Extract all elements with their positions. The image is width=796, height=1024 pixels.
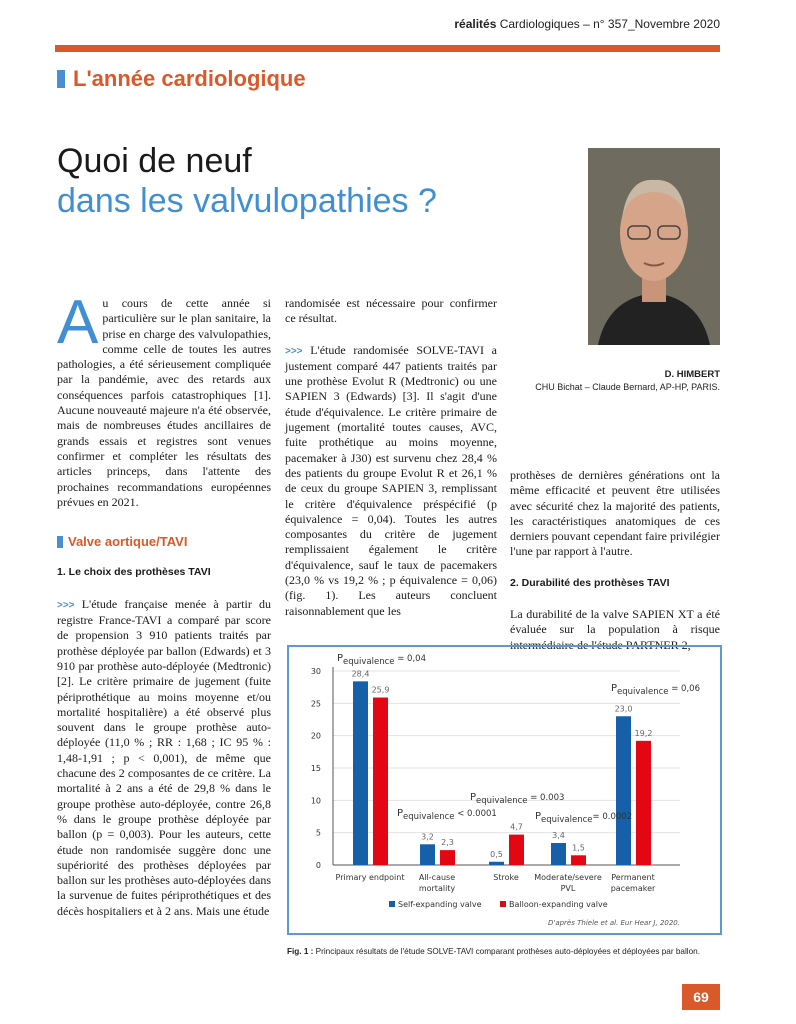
heading-1: 1. Le choix des prothèses TAVI (57, 566, 211, 579)
data-label: 3,2 (421, 832, 434, 841)
intro-text: u cours de cette année si particulière s… (57, 296, 271, 509)
page-number: 69 (682, 984, 720, 1010)
category-label: PVL (561, 884, 576, 893)
category-label: Permanent (611, 873, 655, 882)
bar (636, 740, 651, 865)
journal-issue: Cardiologiques – n° 357_Novembre 2020 (499, 17, 720, 31)
paragraph-1: >>> L'étude française menée à partir du … (57, 597, 271, 919)
y-tick-label: 5 (316, 829, 321, 838)
bar (373, 697, 388, 865)
page-title-line1: Quoi de neuf (57, 142, 252, 180)
subsection-label: Valve aortique/TAVI (68, 534, 188, 550)
figure-1-chart: 0 5 10 15 20 25 30 28,4 25,9 Primary endpoint 3,2 2… (287, 645, 722, 935)
category-label: mortality (419, 884, 456, 893)
caption-label: Fig. 1 : (287, 947, 314, 956)
caption-text: Principaux résultats de l'étude SOLVE-TA… (313, 947, 700, 956)
author-affiliation: CHU Bichat – Claude Bernard, AP-HP, PARI… (535, 382, 720, 392)
legend-label: Balloon-expanding valve (509, 900, 608, 909)
paragraph-1-continued: randomisée est nécessaire pour confirmer… (285, 296, 497, 326)
journal-brand: réalités (454, 17, 497, 31)
data-label: 19,2 (635, 729, 653, 738)
figure-caption: Fig. 1 : Principaux résultats de l'étude… (287, 947, 727, 956)
author-block: D. HIMBERT CHU Bichat – Claude Bernard, … (535, 368, 720, 394)
bar (551, 843, 566, 865)
arrows-icon: >>> (285, 345, 303, 357)
y-tick-label: 30 (311, 667, 321, 676)
section-label: L'année cardiologique (73, 66, 306, 91)
arrows-icon: >>> (57, 599, 75, 611)
paragraph-2-continued: prothèses de dernières générations ont l… (510, 468, 720, 559)
y-tick-label: 25 (311, 699, 321, 708)
chart-source: D'après Thiele et al. Eur Hear J, 2020. (548, 919, 680, 927)
drop-cap: A (57, 288, 99, 357)
y-tick-label: 0 (316, 861, 321, 870)
data-label: 23,0 (615, 704, 633, 713)
paragraph-2-text: L'étude randomisée SOLVE-TAVI a justemen… (285, 342, 498, 618)
bar (489, 861, 504, 865)
category-label: Stroke (493, 873, 519, 882)
subsection-heading: Valve aortique/TAVI (57, 534, 271, 549)
paragraph-2: >>> L'étude randomisée SOLVE-TAVI a just… (285, 343, 497, 619)
author-photo (588, 148, 720, 345)
p-equivalence-annotation: Pequivalence= 0.0002 (535, 811, 632, 825)
paragraph-3: La durabilité de la valve SAPIEN XT a ét… (510, 607, 720, 652)
data-label: 0,5 (490, 850, 503, 859)
header-rule (55, 45, 720, 52)
y-tick-label: 10 (311, 796, 321, 805)
data-label: 4,7 (510, 823, 523, 832)
legend-swatch-icon (500, 901, 506, 907)
category-label: All-cause (419, 873, 455, 882)
p-equivalence-annotation: Pequivalence < 0.0001 (397, 808, 497, 822)
heading-2: 2. Durabilité des prothèses TAVI (510, 576, 670, 589)
p-equivalence-annotation: Pequivalence = 0.003 (470, 792, 564, 806)
y-tick-label: 15 (311, 764, 321, 773)
category-label: Primary endpoint (336, 873, 405, 882)
category-label: pacemaker (611, 884, 656, 893)
bar (509, 834, 524, 865)
data-label: 2,3 (441, 838, 454, 847)
legend-swatch-icon (389, 901, 395, 907)
bar-chart: 0 5 10 15 20 25 30 28,425,9 Primary endpoint 3,2 2… (311, 653, 700, 927)
bar (353, 681, 368, 865)
running-header: réalités Cardiologiques – n° 357_Novembr… (454, 17, 720, 31)
body-column-2: randomisée est nécessaire pour confirmer… (285, 296, 497, 635)
data-label: 28,4 (352, 669, 370, 678)
category-label: Moderate/severe (534, 873, 602, 882)
data-label: 3,4 (552, 831, 565, 840)
author-name: D. HIMBERT (664, 369, 720, 380)
paragraph-1-text: L'étude française menée à partir du regi… (57, 596, 272, 918)
p-equivalence-annotation: Pequivalence = 0,06 (611, 683, 700, 697)
body-column-3: prothèses de dernières générations ont l… (510, 468, 720, 669)
bar (420, 844, 435, 865)
bar (440, 850, 455, 865)
p-equivalence-annotation: Pequivalence = 0,04 (337, 653, 426, 667)
section-square-icon (57, 70, 65, 88)
page-title-line2: dans les valvulopathies ? (57, 182, 437, 220)
section-heading: L'année cardiologique (57, 66, 306, 92)
y-tick-label: 20 (311, 732, 321, 741)
data-label: 1,5 (572, 843, 585, 852)
bar (616, 716, 631, 865)
data-label: 25,9 (372, 686, 390, 695)
bar (571, 855, 586, 865)
legend-label: Self-expanding valve (398, 900, 482, 909)
subsection-square-icon (57, 535, 63, 548)
